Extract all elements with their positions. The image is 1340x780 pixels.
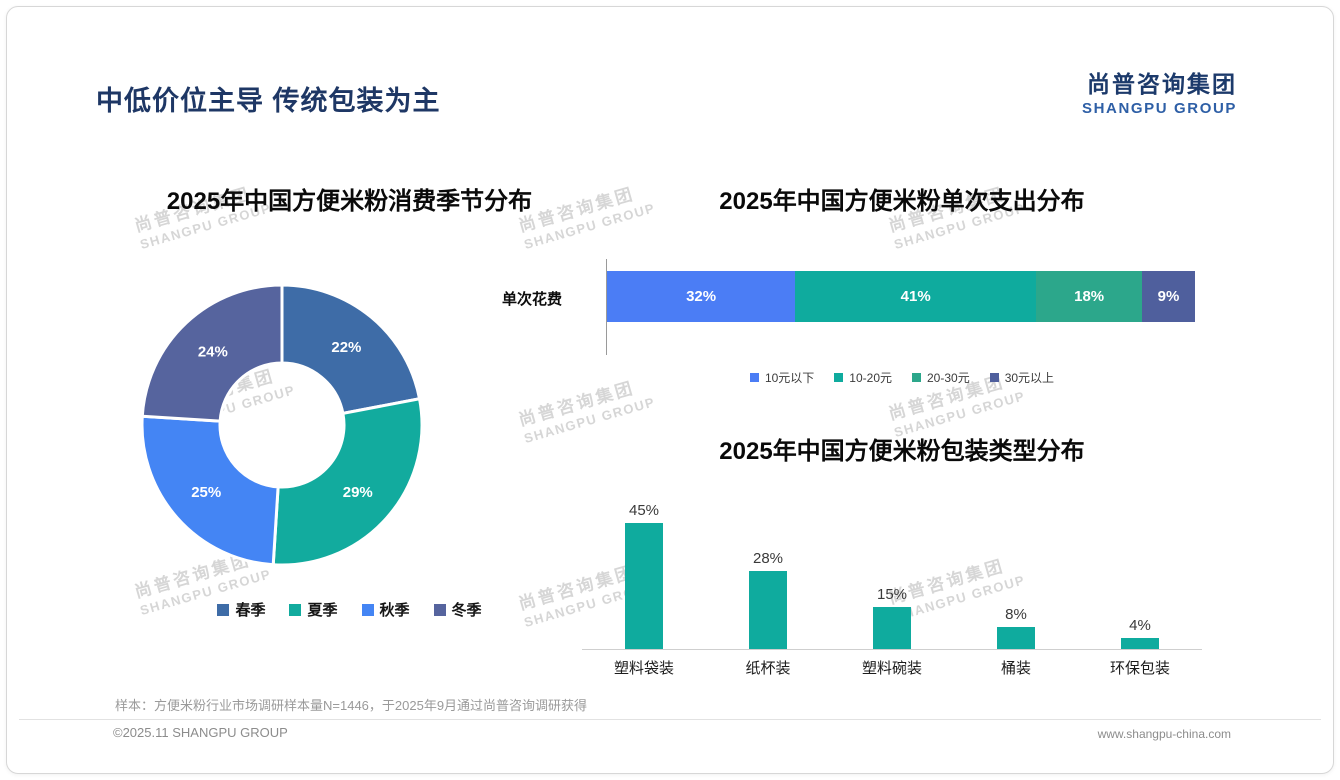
logo-english-text: SHANGPU GROUP (1082, 100, 1237, 117)
packaging-bar-chart: 45% 28% 15% 8% 4% (582, 485, 1202, 650)
season-legend: 春季 夏季 秋季 冬季 (92, 599, 607, 620)
spend-row-label: 单次花费 (502, 291, 563, 308)
legend-label: 秋季 (379, 602, 410, 619)
slide-content: 中低价位主导 传统包装为主 尚普咨询集团 SHANGPU GROUP 2025年… (7, 7, 1333, 773)
legend-label: 春季 (235, 602, 266, 619)
legend-swatch (749, 373, 759, 382)
legend-label: 夏季 (307, 602, 338, 619)
stacked-segment-20-30元: 18% (1036, 271, 1143, 322)
legend-swatch (433, 603, 446, 616)
bar-column-桶装: 8% (986, 606, 1046, 649)
legend-label: 10-20元 (849, 371, 892, 385)
bar-value-label: 28% (752, 549, 784, 567)
legend-label: 20-30元 (927, 371, 970, 385)
stacked-segment-30元以上: 9% (1142, 271, 1195, 322)
donut-slice-label: 24% (198, 343, 228, 360)
spend-axis-line (606, 259, 607, 355)
legend-item-10元以下: 10元以下 (749, 369, 815, 386)
legend-label: 10元以下 (764, 371, 815, 385)
footer-divider (19, 719, 1321, 720)
stacked-segment-label: 9% (1157, 288, 1180, 305)
legend-item-20-30元: 20-30元 (912, 369, 970, 386)
donut-slice-夏季 (271, 397, 424, 567)
packaging-chart-title: 2025年中国方便米粉包装类型分布 (719, 438, 1085, 465)
bar-column-纸杯装: 28% (738, 550, 798, 649)
legend-label: 30元以上 (1004, 371, 1055, 385)
donut-slice-春季 (280, 283, 422, 416)
legend-swatch (912, 373, 921, 382)
bar (1121, 637, 1159, 649)
season-donut-chart: 22% 29% 25% 24% (132, 275, 432, 575)
spend-chart-title: 2025年中国方便米粉单次支出分布 (719, 188, 1085, 215)
legend-item-春季: 春季 (217, 599, 265, 620)
company-logo: 尚普咨询集团 SHANGPU GROUP (1082, 65, 1237, 117)
bar-category-label: 塑料袋装 (613, 660, 674, 677)
legend-item-秋季: 秋季 (361, 599, 410, 620)
bar-category-label: 纸杯装 (745, 660, 791, 677)
legend-swatch (834, 373, 844, 382)
bar-category-label: 环保包装 (1109, 660, 1170, 677)
bar (997, 626, 1035, 649)
season-donut-svg: 22% 29% 25% 24% (140, 283, 424, 567)
stacked-segment-10-20元: 41% (795, 271, 1037, 322)
stacked-segment-label: 18% (1074, 288, 1105, 305)
footer-copyright: ©2025.11 SHANGPU GROUP (113, 725, 288, 740)
sample-note: 样本：方便米粉行业市场调研样本量N=1446，于2025年9月通过尚普咨询调研获… (115, 698, 588, 713)
slide: 尚普咨询集团 SHANGPU GROUP 尚普咨询集团 SHANGPU GROUP 尚普… (6, 6, 1334, 774)
legend-label: 冬季 (451, 602, 482, 619)
bar (873, 607, 911, 649)
spend-legend: 10元以下 10-20元 20-30元 30元以上 (602, 369, 1202, 386)
legend-swatch (217, 603, 230, 616)
logo-chinese-text: 尚普咨询集团 (1087, 71, 1237, 97)
bar (625, 523, 663, 649)
spend-stacked-bar: 32% 41% 18% 9% (607, 271, 1195, 322)
bar-value-label: 15% (876, 586, 908, 603)
donut-slice-秋季 (140, 414, 280, 567)
legend-item-冬季: 冬季 (433, 599, 482, 620)
stacked-segment-10元以下: 32% (607, 271, 796, 322)
bar-category-label: 塑料碗装 (861, 660, 922, 677)
bar-column-塑料碗装: 15% (862, 586, 922, 649)
legend-swatch (289, 603, 302, 616)
bar-category-label: 桶装 (1000, 660, 1031, 677)
legend-swatch (989, 373, 999, 382)
bar-column-环保包装: 4% (1110, 617, 1170, 649)
footer-website: www.shangpu-china.com (1097, 727, 1231, 741)
page-title: 中低价位主导 传统包装为主 (96, 86, 441, 116)
bar-column-塑料袋装: 45% (614, 502, 674, 649)
legend-swatch (361, 603, 374, 616)
bar-value-label: 45% (628, 502, 660, 519)
bar (749, 570, 787, 649)
bar-value-label: 8% (1005, 605, 1027, 623)
stacked-segment-label: 32% (686, 288, 717, 305)
legend-item-夏季: 夏季 (289, 599, 338, 620)
donut-slice-label: 29% (343, 484, 373, 501)
season-chart-title: 2025年中国方便米粉消费季节分布 (166, 188, 533, 215)
packaging-category-labels: 塑料袋装 纸杯装 塑料碗装 桶装 环保包装 (582, 657, 1202, 678)
bar-value-label: 4% (1129, 616, 1151, 634)
donut-slice-label: 25% (191, 484, 221, 501)
donut-slice-冬季 (140, 283, 284, 423)
stacked-segment-label: 41% (900, 288, 931, 305)
legend-item-30元以上: 30元以上 (989, 369, 1055, 386)
legend-item-10-20元: 10-20元 (834, 369, 892, 386)
donut-slice-label: 22% (331, 339, 361, 356)
